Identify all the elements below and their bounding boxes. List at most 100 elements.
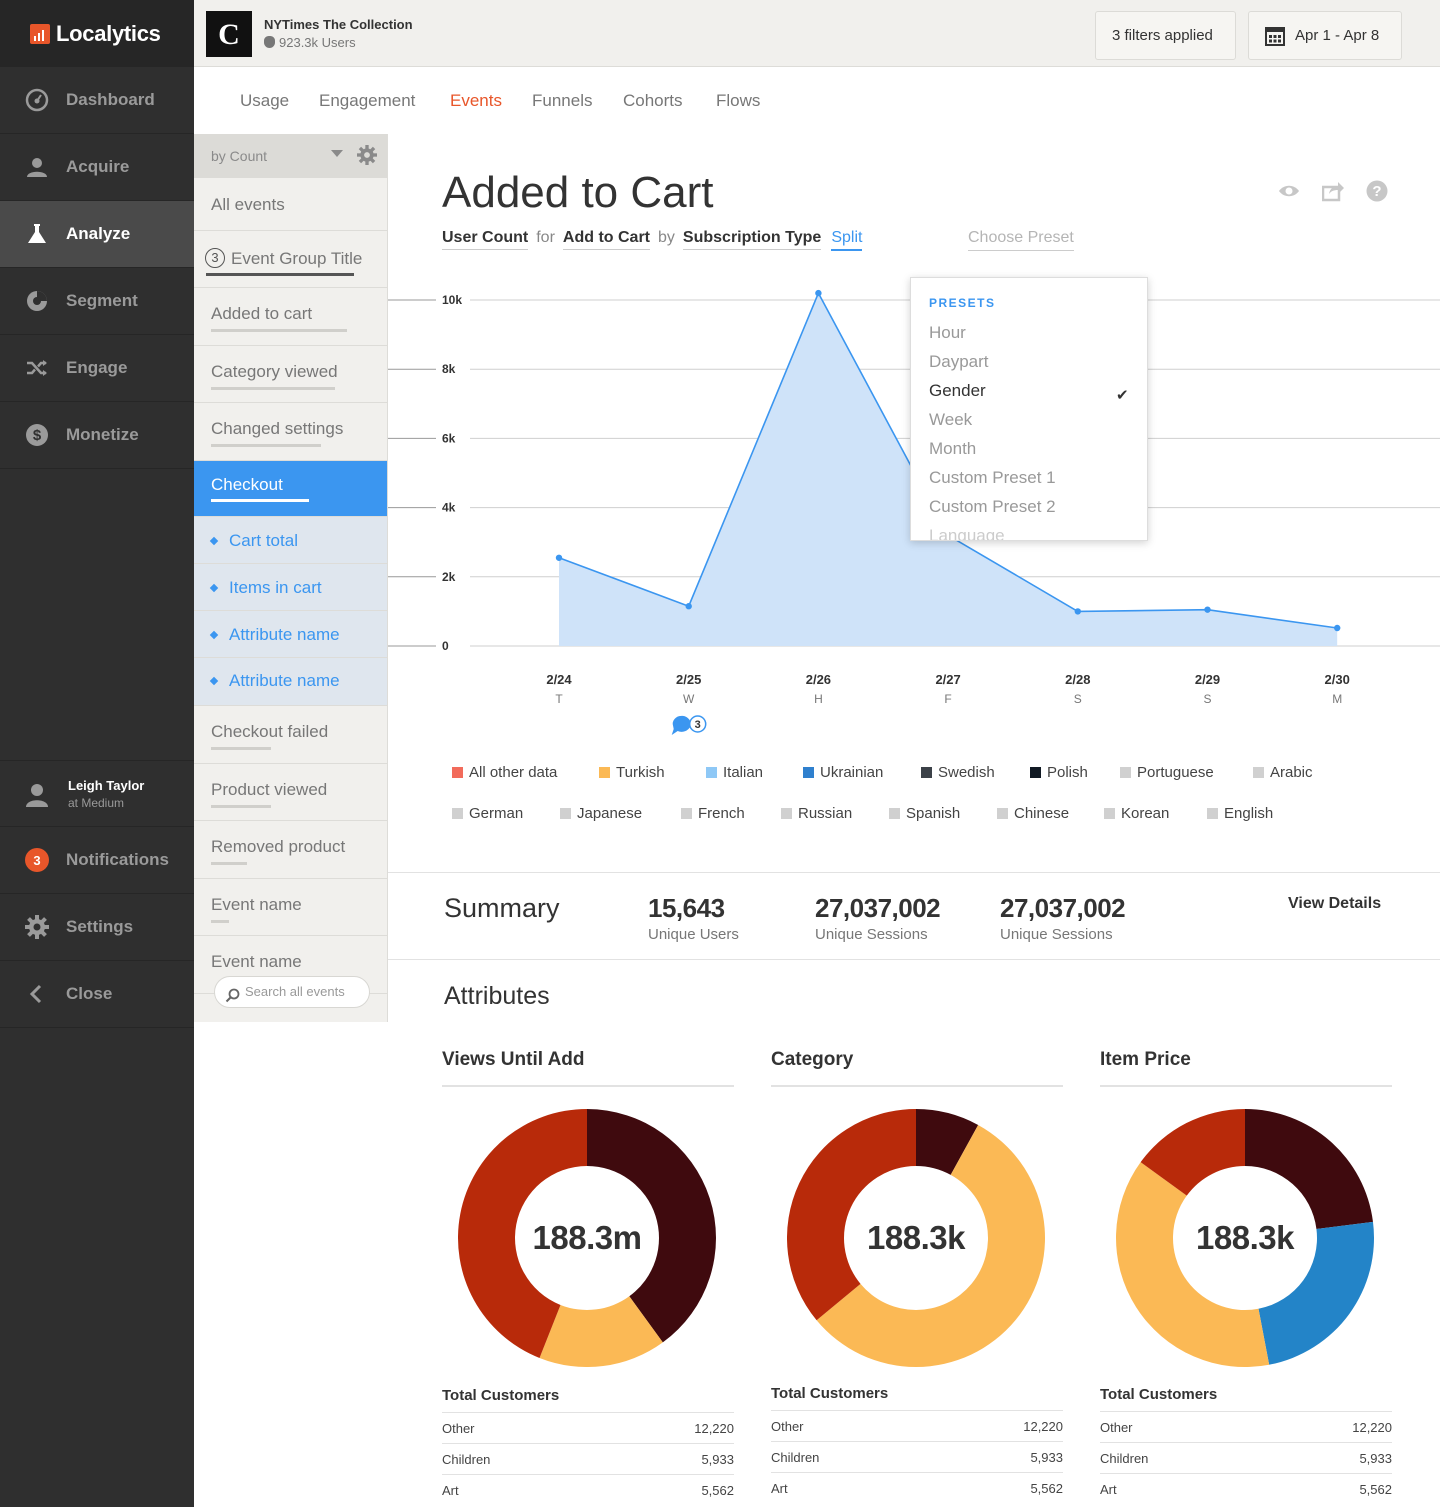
nav-item-notifications[interactable]: 3 Notifications [0, 827, 194, 894]
nav-item-close[interactable]: Close [0, 961, 194, 1028]
legend-swatch [1120, 767, 1131, 778]
preset-option-daypart[interactable]: Daypart [929, 352, 989, 371]
legend-swatch [1104, 808, 1115, 819]
donut-segment[interactable] [816, 1124, 1045, 1367]
legend-item[interactable]: Arabic [1253, 764, 1313, 781]
legend-item[interactable]: Italian [706, 764, 763, 781]
share-icon[interactable] [1321, 180, 1344, 202]
settings-gear-icon[interactable] [357, 145, 377, 168]
event-list-panel: by Count All events 3 Event Group Title A… [194, 134, 388, 1022]
tab-funnels[interactable]: Funnels [532, 91, 593, 110]
nav-item-engage[interactable]: Engage [0, 335, 194, 402]
donut-segment[interactable] [1140, 1109, 1245, 1196]
view-details-link[interactable]: View Details [1288, 895, 1382, 912]
tab-events[interactable]: Events [450, 91, 502, 110]
brand-name: Localytics [56, 20, 161, 46]
legend-swatch [681, 808, 692, 819]
nav-item-dashboard[interactable]: Dashboard [0, 67, 194, 134]
event-item[interactable]: Category viewed [194, 346, 387, 403]
section-tabs: Usage Engagement Events Funnels Cohorts … [194, 67, 1440, 134]
metric-selector[interactable]: User Count [442, 229, 529, 250]
search-events-input[interactable]: Search all events [214, 976, 370, 1008]
preset-option-month[interactable]: Month [929, 439, 977, 458]
event-item[interactable]: Changed settings [194, 403, 387, 461]
donut-segment[interactable] [787, 1109, 916, 1321]
sort-dropdown[interactable]: by Count [194, 134, 387, 178]
legend-label: Arabic [1270, 764, 1313, 781]
nav-item-acquire[interactable]: Acquire [0, 134, 194, 201]
event-item[interactable]: Event name [194, 879, 387, 936]
filters-button[interactable]: 3 filters applied [1095, 11, 1236, 60]
event-item[interactable]: Removed product [194, 821, 387, 879]
chart-area-fill [559, 293, 1338, 646]
nav-label: Analyze [66, 224, 131, 243]
legend-item[interactable]: Japanese [560, 805, 642, 822]
tab-usage[interactable]: Usage [240, 91, 290, 110]
total-customers-title: Total Customers [771, 1385, 889, 1402]
row-label: Other [442, 1420, 475, 1436]
eye-icon[interactable] [1278, 180, 1300, 202]
sort-label: by Count [211, 148, 268, 164]
split-toggle[interactable]: Split [831, 229, 863, 251]
preset-option-week[interactable]: Week [929, 410, 973, 429]
event-underline [211, 444, 321, 447]
date-range-button[interactable]: Apr 1 - Apr 8 [1248, 11, 1402, 60]
legend-item[interactable]: Swedish [921, 764, 995, 781]
donut-segment[interactable] [458, 1109, 587, 1358]
donut-segment[interactable] [539, 1296, 663, 1367]
legend-item[interactable]: French [681, 805, 745, 822]
attribute-selector[interactable]: Subscription Type [682, 229, 822, 250]
legend-item[interactable]: All other data [452, 764, 557, 781]
legend-item[interactable]: Russian [781, 805, 852, 822]
event-group-item[interactable]: 3 Event Group Title [194, 231, 387, 288]
event-attribute-item[interactable]: Cart total [194, 517, 387, 564]
legend-item[interactable]: Polish [1030, 764, 1088, 781]
legend-item[interactable]: English [1207, 805, 1273, 822]
attribute-title: Item Price [1100, 1049, 1392, 1087]
user-profile[interactable]: Leigh Taylor at Medium [0, 760, 194, 827]
comment-count-badge [688, 715, 707, 733]
preset-option-language[interactable]: Language [929, 526, 1005, 541]
nav-item-segment[interactable]: Segment [0, 268, 194, 335]
tab-cohorts[interactable]: Cohorts [623, 91, 683, 110]
donut-segment[interactable] [916, 1109, 979, 1175]
event-item[interactable]: Added to cart [194, 288, 387, 346]
event-item[interactable]: Checkout failed [194, 706, 387, 764]
legend-label: Korean [1121, 805, 1170, 822]
donut-segment[interactable] [587, 1109, 716, 1343]
tab-engagement[interactable]: Engagement [319, 91, 416, 110]
legend-item[interactable]: Chinese [997, 805, 1069, 822]
donut-segment[interactable] [1245, 1109, 1373, 1229]
donut-segment[interactable] [1258, 1221, 1374, 1365]
legend-item[interactable]: German [452, 805, 523, 822]
help-icon[interactable]: ? [1366, 180, 1388, 202]
event-item-selected[interactable]: Checkout [194, 461, 387, 517]
legend-item[interactable]: Spanish [889, 805, 960, 822]
preset-option-hour[interactable]: Hour [929, 323, 966, 342]
donut-segment[interactable] [1116, 1162, 1270, 1367]
app-icon[interactable]: C [206, 11, 252, 57]
event-item-all[interactable]: All events [194, 178, 387, 231]
event-attribute-item[interactable]: Attribute name [194, 611, 387, 658]
legend-item[interactable]: Korean [1104, 805, 1169, 822]
nav-label: Acquire [66, 157, 130, 176]
preset-option-gender[interactable]: Gender [929, 381, 986, 400]
choose-preset-dropdown[interactable]: Choose Preset [968, 229, 1074, 251]
event-item[interactable]: Product viewed [194, 764, 387, 821]
tab-flows[interactable]: Flows [716, 91, 761, 110]
row-label: Children [771, 1449, 820, 1465]
preset-option-custom-2[interactable]: Custom Preset 2 [929, 497, 1056, 516]
preset-option-custom-1[interactable]: Custom Preset 1 [929, 468, 1056, 487]
brand-logo[interactable]: Localytics [0, 0, 194, 67]
nav-label: Settings [66, 917, 134, 936]
stat-value: 15,643 [648, 893, 725, 923]
event-selector[interactable]: Add to Cart [562, 229, 651, 250]
nav-item-analyze[interactable]: Analyze [0, 201, 194, 268]
nav-item-settings[interactable]: Settings [0, 894, 194, 961]
legend-item[interactable]: Turkish [599, 764, 665, 781]
event-attribute-item[interactable]: Items in cart [194, 564, 387, 611]
legend-item[interactable]: Portuguese [1120, 764, 1214, 781]
nav-item-monetize[interactable]: $ Monetize [0, 402, 194, 469]
event-attribute-item[interactable]: Attribute name [194, 658, 387, 706]
legend-item[interactable]: Ukrainian [803, 764, 883, 781]
